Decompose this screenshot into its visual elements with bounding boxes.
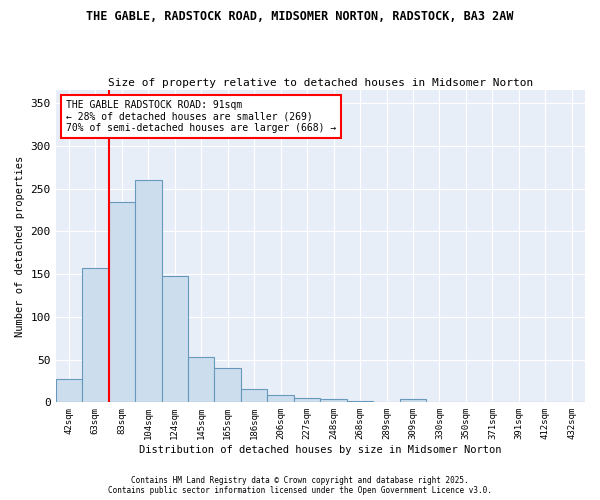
Text: Contains HM Land Registry data © Crown copyright and database right 2025.
Contai: Contains HM Land Registry data © Crown c…	[108, 476, 492, 495]
Y-axis label: Number of detached properties: Number of detached properties	[15, 156, 25, 337]
Title: Size of property relative to detached houses in Midsomer Norton: Size of property relative to detached ho…	[108, 78, 533, 88]
Bar	[56, 379, 82, 402]
Bar	[294, 398, 320, 402]
Bar	[268, 394, 294, 402]
Text: THE GABLE, RADSTOCK ROAD, MIDSOMER NORTON, RADSTOCK, BA3 2AW: THE GABLE, RADSTOCK ROAD, MIDSOMER NORTO…	[86, 10, 514, 23]
Bar	[214, 368, 241, 402]
Text: THE GABLE RADSTOCK ROAD: 91sqm
← 28% of detached houses are smaller (269)
70% of: THE GABLE RADSTOCK ROAD: 91sqm ← 28% of …	[66, 100, 337, 132]
Bar	[188, 357, 214, 403]
Bar	[109, 202, 135, 402]
Bar	[320, 399, 347, 402]
Bar	[241, 388, 268, 402]
Bar	[161, 276, 188, 402]
Bar	[400, 399, 426, 402]
Bar	[135, 180, 161, 402]
Bar	[347, 400, 373, 402]
Bar	[82, 268, 109, 402]
X-axis label: Distribution of detached houses by size in Midsomer Norton: Distribution of detached houses by size …	[139, 445, 502, 455]
